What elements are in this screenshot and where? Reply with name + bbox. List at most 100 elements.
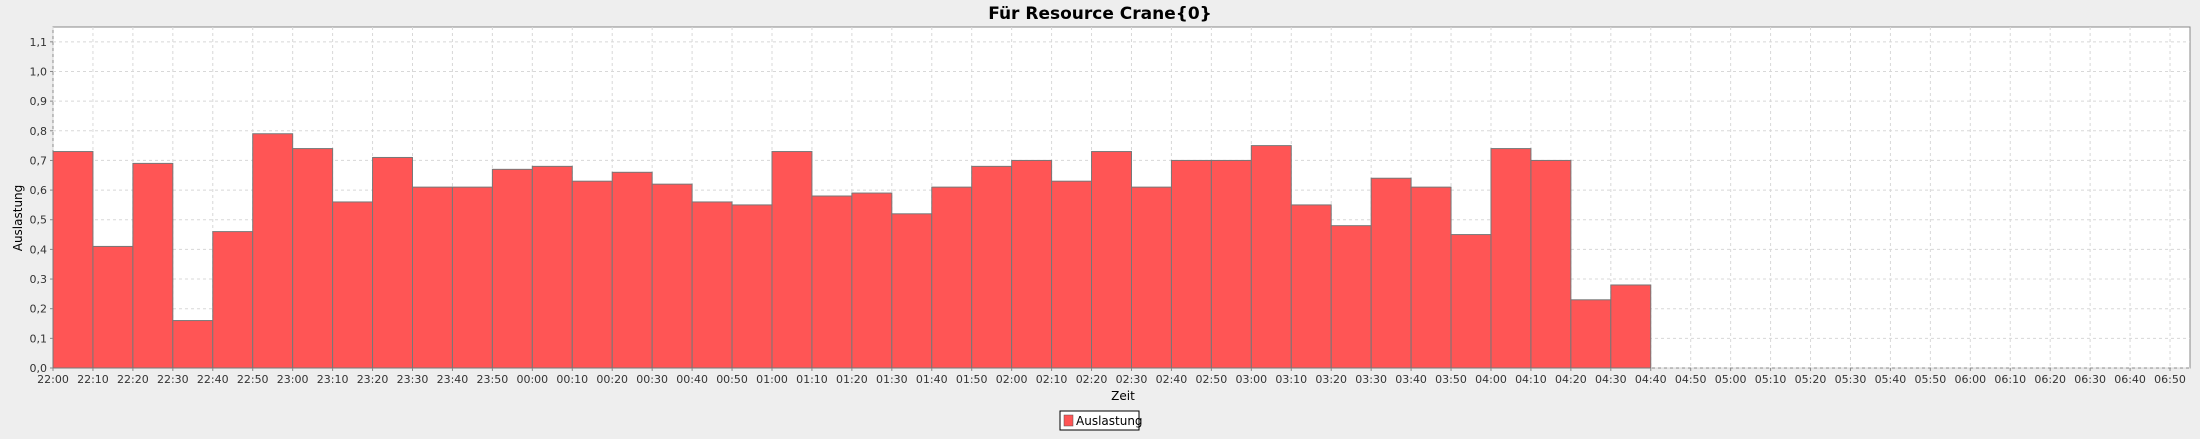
bar bbox=[451, 186, 493, 369]
x-tick-label: 03:20 bbox=[1315, 373, 1347, 386]
x-tick-label: 22:30 bbox=[157, 373, 189, 386]
y-tick-label: 0,0 bbox=[30, 362, 48, 375]
x-tick-label: 23:30 bbox=[397, 373, 429, 386]
x-tick-label: 03:40 bbox=[1395, 373, 1427, 386]
x-tick-label: 22:50 bbox=[237, 373, 269, 386]
bar bbox=[1490, 148, 1532, 369]
x-tick-label: 04:10 bbox=[1515, 373, 1547, 386]
x-tick-label: 02:00 bbox=[996, 373, 1028, 386]
y-tick-label: 0,4 bbox=[30, 243, 48, 256]
bar bbox=[1570, 299, 1612, 369]
x-tick-label: 02:30 bbox=[1116, 373, 1148, 386]
x-tick-label: 02:50 bbox=[1196, 373, 1228, 386]
bar bbox=[1370, 177, 1412, 369]
y-tick-label: 0,6 bbox=[30, 184, 48, 197]
x-tick-label: 00:40 bbox=[676, 373, 708, 386]
x-tick-label: 04:30 bbox=[1595, 373, 1627, 386]
y-tick-label: 0,3 bbox=[30, 273, 48, 286]
bar bbox=[1170, 159, 1212, 369]
x-tick-label: 04:00 bbox=[1475, 373, 1507, 386]
x-tick-label: 03:10 bbox=[1275, 373, 1307, 386]
x-tick-label: 05:10 bbox=[1755, 373, 1787, 386]
bar bbox=[1091, 151, 1132, 369]
x-tick-label: 05:00 bbox=[1715, 373, 1747, 386]
legend: Auslastung bbox=[1059, 410, 1143, 431]
y-tick-label: 0,2 bbox=[30, 303, 48, 316]
x-tick-label: 02:20 bbox=[1076, 373, 1108, 386]
x-tick-label: 22:40 bbox=[197, 373, 229, 386]
x-tick-label: 00:20 bbox=[596, 373, 628, 386]
x-tick-label: 06:50 bbox=[2154, 373, 2186, 386]
x-tick-label: 01:40 bbox=[916, 373, 948, 386]
legend-label: Auslastung bbox=[1076, 414, 1143, 428]
x-tick-label: 23:40 bbox=[437, 373, 469, 386]
x-tick-label: 04:20 bbox=[1555, 373, 1587, 386]
bar bbox=[491, 168, 533, 369]
x-tick-label: 00:30 bbox=[636, 373, 668, 386]
x-tick-label: 05:30 bbox=[1835, 373, 1867, 386]
x-tick-label: 05:20 bbox=[1795, 373, 1827, 386]
bar bbox=[1250, 145, 1292, 369]
bar bbox=[571, 180, 613, 369]
x-tick-label: 05:40 bbox=[1875, 373, 1907, 386]
y-tick-label: 1,0 bbox=[30, 65, 48, 78]
x-tick-label: 01:10 bbox=[796, 373, 828, 386]
bar bbox=[372, 156, 413, 369]
x-tick-label: 06:00 bbox=[1954, 373, 1986, 386]
x-tick-label: 02:40 bbox=[1156, 373, 1188, 386]
bar bbox=[1210, 159, 1252, 369]
bar bbox=[651, 183, 693, 369]
x-tick-label: 23:20 bbox=[357, 373, 389, 386]
x-tick-label: 03:30 bbox=[1355, 373, 1387, 386]
bar bbox=[1051, 180, 1093, 369]
chart-title: Für Resource Crane{0} bbox=[988, 4, 1212, 24]
bar bbox=[971, 165, 1013, 369]
x-tick-label: 01:50 bbox=[956, 373, 988, 386]
bar bbox=[1530, 159, 1572, 369]
y-tick-label: 0,5 bbox=[30, 214, 48, 227]
bar bbox=[1290, 204, 1332, 369]
bar bbox=[52, 151, 94, 369]
x-tick-label: 06:20 bbox=[2034, 373, 2066, 386]
x-tick-label: 03:00 bbox=[1235, 373, 1267, 386]
bars bbox=[52, 133, 1652, 369]
bar bbox=[811, 195, 853, 369]
x-tick-label: 06:40 bbox=[2114, 373, 2146, 386]
x-tick-label: 05:50 bbox=[1915, 373, 1947, 386]
bar bbox=[851, 192, 893, 369]
x-tick-label: 23:50 bbox=[477, 373, 509, 386]
y-axis: 0,0 0,1 0,2 0,3 0,4 0,5 0,6 0,7 0,8 0,9 1,0 1,1 bbox=[30, 36, 53, 375]
x-tick-label: 06:10 bbox=[1994, 373, 2026, 386]
x-tick-label: 01:00 bbox=[756, 373, 788, 386]
x-axis-label: Zeit bbox=[1111, 389, 1135, 403]
legend-box bbox=[1059, 410, 1140, 431]
bar bbox=[1011, 159, 1053, 369]
bar bbox=[212, 231, 254, 369]
bar bbox=[771, 151, 813, 369]
bar bbox=[891, 213, 933, 369]
bar bbox=[1130, 186, 1172, 369]
bar bbox=[332, 201, 374, 369]
bar bbox=[92, 245, 134, 369]
x-tick-label: 00:50 bbox=[716, 373, 748, 386]
bar bbox=[931, 186, 973, 369]
x-tick-label: 04:40 bbox=[1635, 373, 1667, 386]
x-tick-label: 00:10 bbox=[556, 373, 588, 386]
x-tick-label: 22:20 bbox=[117, 373, 149, 386]
legend-swatch bbox=[1063, 414, 1074, 427]
x-tick-label: 23:00 bbox=[277, 373, 309, 386]
y-tick-label: 0,9 bbox=[30, 95, 48, 108]
y-axis-label: Auslastung bbox=[11, 185, 25, 252]
y-tick-label: 0,7 bbox=[30, 154, 48, 167]
bar bbox=[1410, 186, 1452, 369]
bar bbox=[132, 162, 174, 369]
bar bbox=[731, 204, 773, 369]
bar bbox=[292, 148, 334, 369]
x-axis: 22:00 22:10 22:20 22:30 22:40 22:50 23:00 23:10… bbox=[37, 368, 2186, 386]
bar bbox=[252, 133, 294, 369]
y-tick-label: 0,8 bbox=[30, 125, 48, 138]
bar bbox=[1330, 225, 1372, 369]
x-tick-label: 06:30 bbox=[2074, 373, 2106, 386]
